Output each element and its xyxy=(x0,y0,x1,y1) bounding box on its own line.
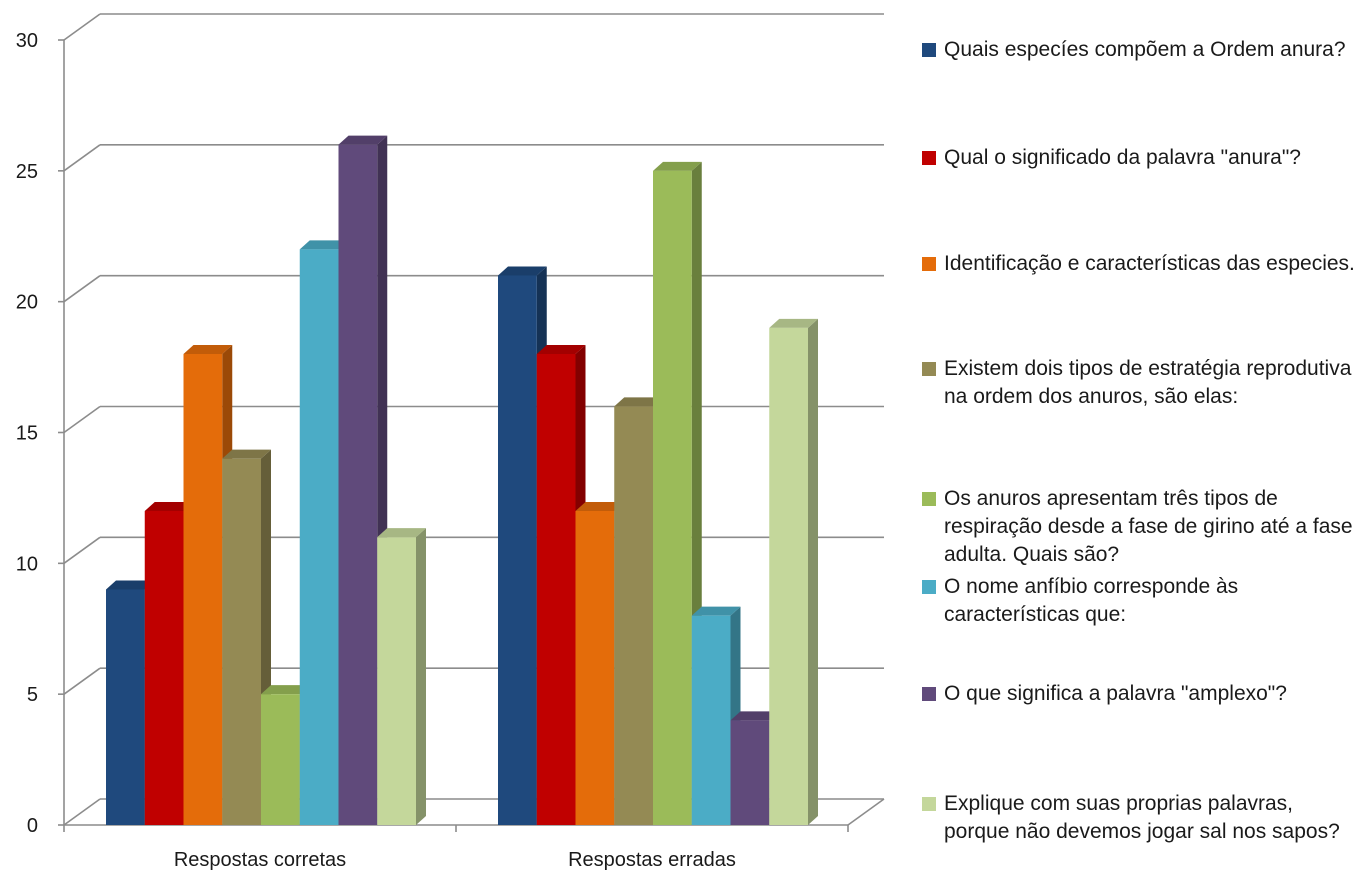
bar xyxy=(653,161,702,826)
x-tick-label: Respostas corretas xyxy=(174,849,346,871)
bar-front xyxy=(222,458,261,825)
legend-swatch xyxy=(922,43,936,57)
grid-depth-line xyxy=(63,144,101,172)
bar-chart: 0 5 10 15 20 25 30 Respostas corretas Respostas … xyxy=(16,13,885,871)
legend-label: O que significa a palavra "amplexo"? xyxy=(944,682,1287,705)
grid-depth-line xyxy=(63,667,101,695)
y-tick-label: 25 xyxy=(16,161,38,183)
chart-legend: Quais especíes compõem a Ordem anura? Qua… xyxy=(922,0,1362,877)
bar-front xyxy=(261,694,300,825)
legend-item: Existem dois tipos de estratégia reprodu… xyxy=(922,355,1362,411)
x-tick-label: Respostas erradas xyxy=(568,849,736,871)
legend-swatch xyxy=(922,151,936,165)
legend-item: Identificação e características das espe… xyxy=(922,250,1362,278)
legend-swatch xyxy=(922,362,936,376)
bar-front xyxy=(769,327,808,825)
bar-top xyxy=(338,135,388,145)
bar xyxy=(377,528,426,825)
grid-depth-line xyxy=(63,13,101,41)
legend-item: Quais especíes compõem a Ordem anura? xyxy=(922,36,1362,64)
bar-side xyxy=(808,318,818,825)
bar-front xyxy=(183,354,223,825)
y-tick-label: 30 xyxy=(16,30,38,52)
legend-label: Existem dois tipos de estratégia reprodu… xyxy=(944,357,1352,408)
bar-front xyxy=(106,589,145,825)
y-tick-label: 0 xyxy=(27,815,38,837)
legend-item: Os anuros apresentam três tipos de respi… xyxy=(922,485,1362,569)
floor-edge xyxy=(847,798,885,826)
bar-top xyxy=(183,345,233,354)
bar-top xyxy=(730,711,780,721)
bar-front xyxy=(377,537,416,825)
legend-item: O nome anfíbio corresponde às caracterís… xyxy=(922,573,1362,629)
legend-item: Qual o significado da palavra "anura"? xyxy=(922,144,1362,172)
bar-front xyxy=(536,354,576,825)
bar-front xyxy=(575,511,615,825)
bar-front xyxy=(338,144,378,825)
bar-side xyxy=(416,528,426,825)
bar-top xyxy=(653,161,702,171)
legend-swatch xyxy=(922,687,936,701)
legend-item: O que significa a palavra "amplexo"? xyxy=(922,680,1362,708)
bar-front xyxy=(299,249,339,826)
bar-top xyxy=(144,502,194,511)
bar-top xyxy=(614,397,663,407)
bar-top xyxy=(106,580,155,590)
bar-top xyxy=(691,606,741,616)
bar-top xyxy=(261,685,310,695)
legend-label: Identificação e características das espe… xyxy=(944,252,1355,275)
legend-swatch xyxy=(922,580,936,594)
legend-swatch xyxy=(922,257,936,271)
legend-label: Qual o significado da palavra "anura"? xyxy=(944,146,1301,169)
legend-label: Explique com suas proprias palavras, por… xyxy=(944,792,1340,843)
bar-top xyxy=(377,528,426,538)
bar-front xyxy=(730,720,770,825)
bar xyxy=(769,318,818,825)
grid-depth-line xyxy=(63,405,101,434)
bar-front xyxy=(691,615,731,825)
legend-label: O nome anfíbio corresponde às caracterís… xyxy=(944,575,1239,626)
bar-top xyxy=(222,449,271,459)
bar-top xyxy=(536,345,586,354)
bar-top xyxy=(299,240,349,250)
bar xyxy=(106,580,155,825)
legend-swatch xyxy=(922,797,936,811)
bar-front xyxy=(653,170,692,826)
bar-front xyxy=(614,406,653,825)
bar-top xyxy=(498,266,547,276)
bar-front xyxy=(144,511,184,825)
bars xyxy=(106,135,818,826)
y-tick-label: 20 xyxy=(16,292,38,314)
y-tick-label: 10 xyxy=(16,553,38,575)
legend-label: Os anuros apresentam três tipos de respi… xyxy=(944,487,1353,566)
y-tick-label: 15 xyxy=(16,423,38,445)
grid-depth-line xyxy=(63,798,101,826)
legend-swatch xyxy=(922,492,936,506)
bar-top xyxy=(575,502,625,511)
legend-label: Quais especíes compõem a Ordem anura? xyxy=(944,38,1346,61)
grid-depth-line xyxy=(63,536,101,564)
bar-front xyxy=(498,275,537,825)
legend-item: Explique com suas proprias palavras, por… xyxy=(922,790,1362,846)
bar-top xyxy=(769,318,818,328)
y-tick-label: 5 xyxy=(27,684,38,706)
grid-depth-line xyxy=(63,275,101,303)
